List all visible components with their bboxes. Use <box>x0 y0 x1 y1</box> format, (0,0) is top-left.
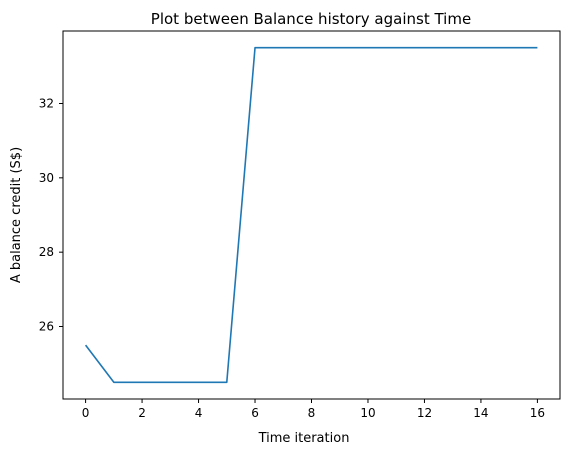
x-tick-label: 10 <box>360 406 375 420</box>
x-axis-label: Time iteration <box>258 431 350 446</box>
y-tick-label: 26 <box>39 320 54 334</box>
x-tick-label: 16 <box>530 406 545 420</box>
y-tick-label: 32 <box>39 96 54 110</box>
x-axis-ticks: 0 2 4 6 8 10 12 14 16 <box>82 399 545 420</box>
x-tick-label: 4 <box>195 406 203 420</box>
y-axis-ticks: 26 28 30 32 <box>39 96 63 334</box>
y-axis-label: A balance credit (S$) <box>9 147 24 283</box>
x-tick-label: 0 <box>82 406 90 420</box>
y-tick-label: 28 <box>39 245 54 259</box>
chart-title: Plot between Balance history against Tim… <box>151 10 471 28</box>
x-tick-label: 12 <box>417 406 432 420</box>
y-tick-label: 30 <box>39 171 54 185</box>
x-tick-label: 14 <box>473 406 488 420</box>
x-tick-label: 8 <box>308 406 316 420</box>
x-tick-label: 2 <box>138 406 146 420</box>
series-layer <box>84 46 538 384</box>
plot-area-frame <box>62 30 561 400</box>
x-tick-label: 6 <box>251 406 259 420</box>
series-line-balance <box>84 46 538 384</box>
